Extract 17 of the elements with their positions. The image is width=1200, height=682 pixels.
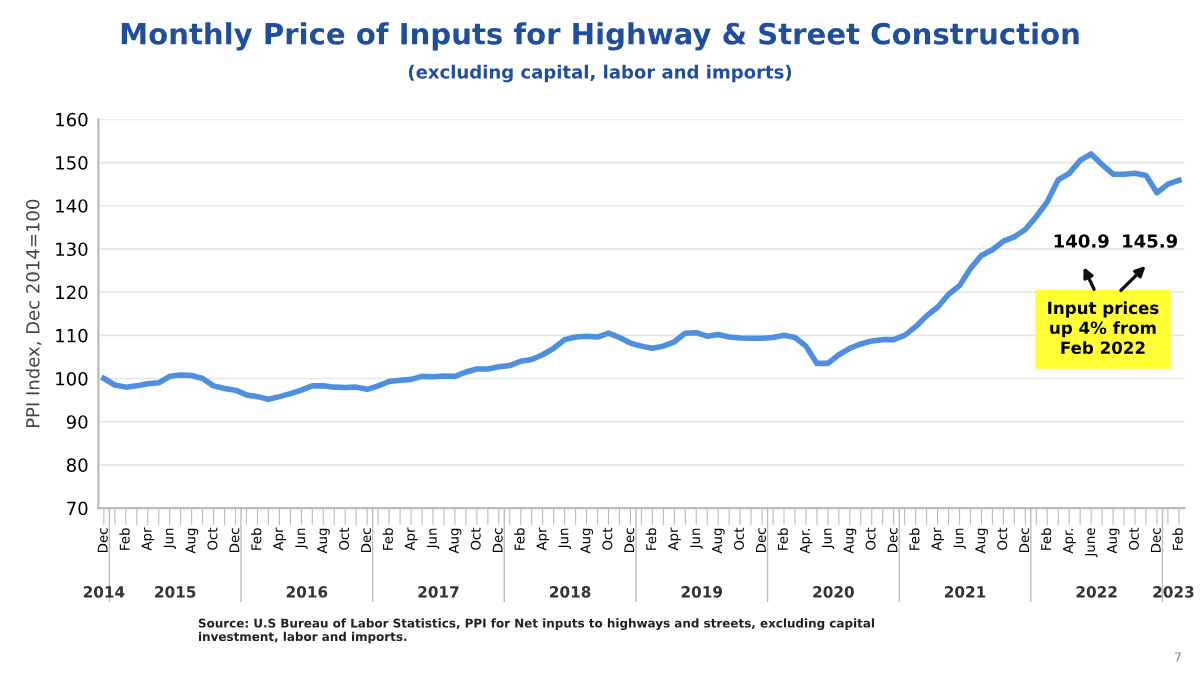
y-tick-label: 130 — [56, 242, 88, 257]
annotation: 140.9 — [1054, 234, 1109, 248]
y-tick-label: 150 — [56, 156, 88, 170]
annotation: Input prices up 4% from Feb 2022 — [1048, 301, 1159, 355]
y-tick-label: 90 — [66, 415, 88, 429]
chart-subtitle: (excluding capital, labor and imports) — [408, 64, 792, 83]
y-tick-label: 80 — [66, 458, 88, 473]
y-tick-label: 100 — [56, 371, 88, 386]
y-tick-label: 120 — [56, 285, 88, 300]
y-tick-label: 110 — [56, 328, 88, 343]
y-axis-title: PPI Index, Dec 2014=100 — [25, 199, 42, 428]
chart-title: Monthly Price of Inputs for Highway & Street Construction — [121, 22, 1079, 51]
y-tick-label: 160 — [56, 112, 88, 127]
line-series — [101, 151, 1182, 403]
y-tick-label: 70 — [67, 501, 88, 516]
y-tick-label: 140 — [56, 199, 88, 213]
annotation: 145.9 — [1123, 234, 1178, 248]
